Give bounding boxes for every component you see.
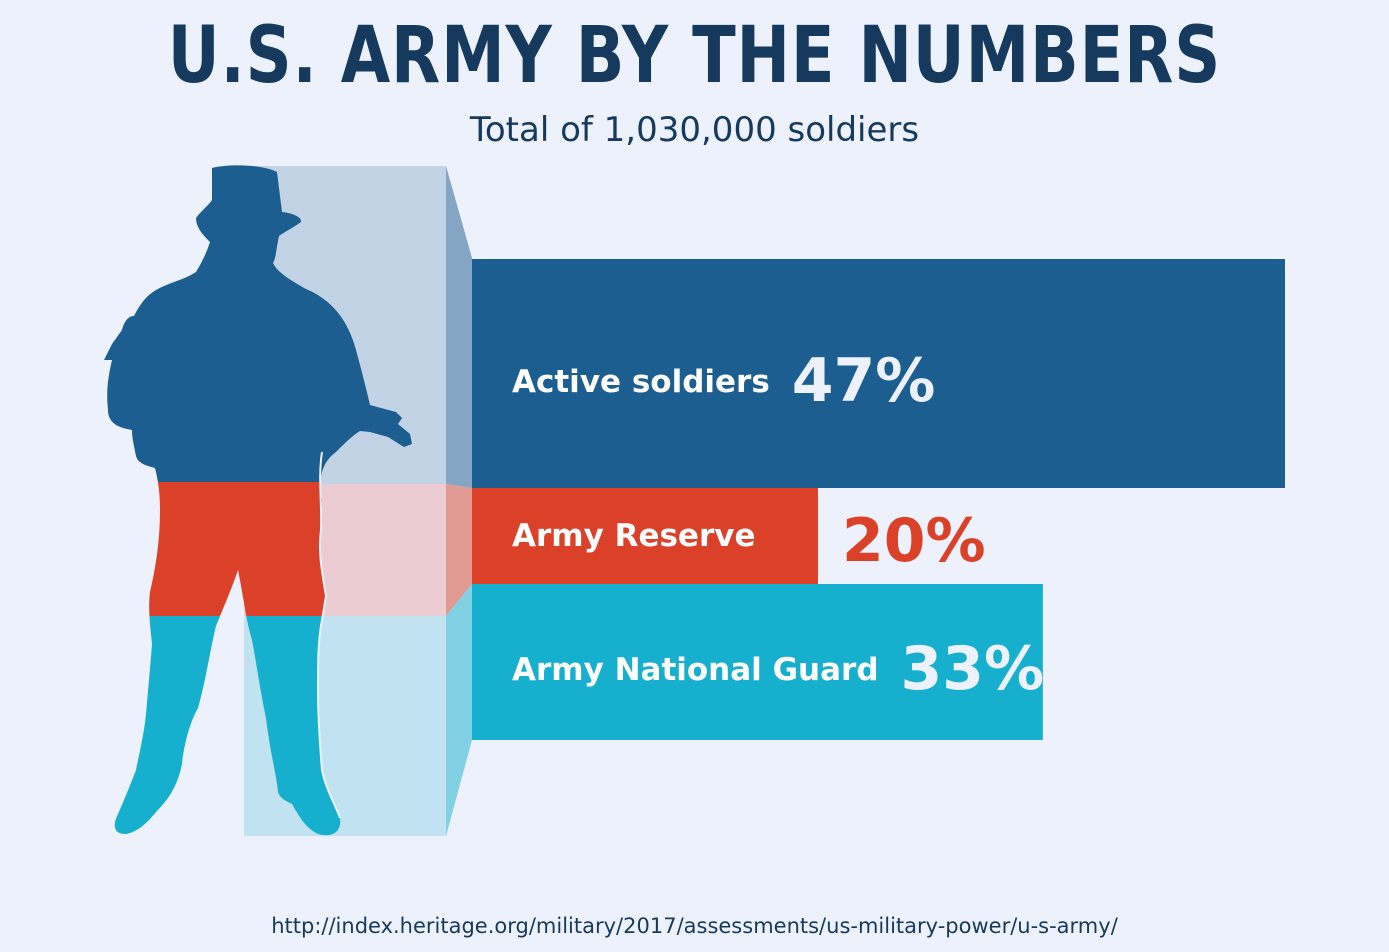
glass-panel-side-top [446, 166, 472, 488]
category-label-army-national-guard: Army National Guard [512, 652, 879, 688]
soldier-outline [316, 451, 341, 819]
bar-army-national-guard [472, 584, 1043, 740]
glass-panel-side-bottom [446, 584, 472, 836]
value-label-active-soldiers: 47% [791, 346, 936, 416]
page-subtitle: Total of 1,030,000 soldiers [469, 110, 920, 150]
glass-panel-side-mid [446, 484, 472, 616]
page-title: U.S. ARMY BY THE NUMBERS [167, 11, 1222, 101]
category-label-active-soldiers: Active soldiers [512, 364, 770, 400]
source-link[interactable]: http://index.heritage.org/military/2017/… [271, 914, 1118, 938]
bar-active-soldiers [472, 259, 1285, 488]
bar-army-reserve [472, 488, 818, 584]
bars-group [472, 259, 1285, 740]
value-label-army-reserve: 20% [841, 506, 986, 576]
value-label-army-national-guard: 33% [900, 634, 1045, 704]
category-label-army-reserve: Army Reserve [512, 518, 756, 554]
